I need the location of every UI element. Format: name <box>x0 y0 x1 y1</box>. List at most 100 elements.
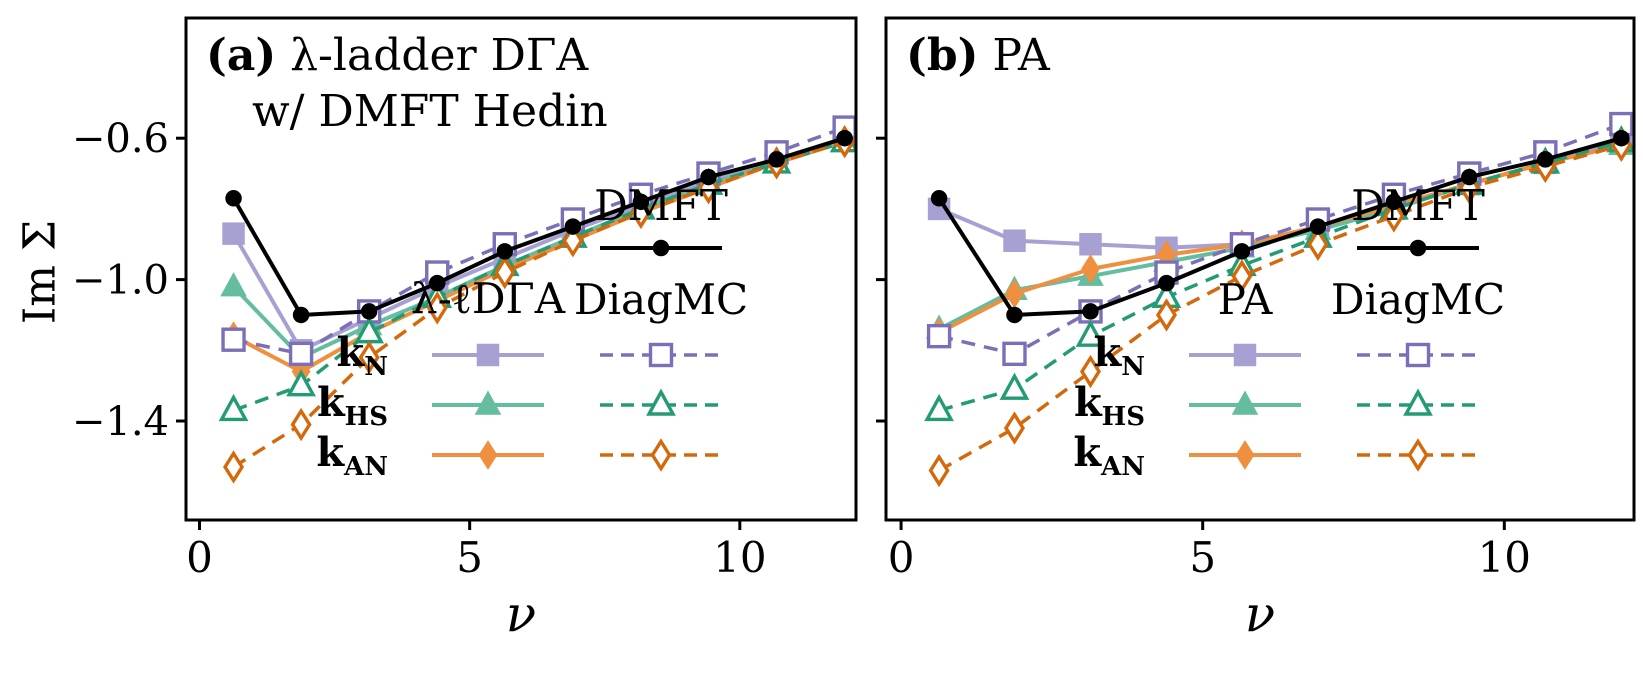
panel-a-series <box>218 115 857 484</box>
marker-kAN-diagmc <box>1079 354 1101 389</box>
marker-kAN-diagmc <box>928 453 950 488</box>
marker-dmft <box>360 303 378 320</box>
legend-row-kHS-label-a: kHS <box>316 378 388 432</box>
marker-kAN-diagmc <box>697 170 720 205</box>
marker-kAN-diagmc <box>1231 259 1253 293</box>
series-line-kAN-diagmc <box>232 140 846 469</box>
x-axis-label-b: ν <box>1244 585 1276 643</box>
marker-kAN-diagmc <box>426 291 448 325</box>
marker-dmft <box>1006 306 1023 324</box>
kN-dashed-sample-icon <box>600 342 722 368</box>
panel-b-title: (b) PA <box>906 28 1050 84</box>
marker-dmft <box>1409 239 1427 257</box>
legend-panel-b: DMFT PA DiagMC kN kHS kAN <box>1053 180 1507 482</box>
marker-kAN-solid <box>1235 440 1255 470</box>
dmft-line-sample-icon <box>600 239 722 257</box>
marker-kHS-solid <box>474 390 502 415</box>
marker-dmft <box>1537 151 1554 168</box>
kN-solid-sample-icon <box>432 343 544 367</box>
legend-dmft-sample-b <box>1329 228 1507 268</box>
marker-kHS-diagmc <box>1403 388 1433 416</box>
marker-dmft <box>768 151 785 168</box>
marker-kN-solid <box>476 343 500 367</box>
marker-kAN-diagmc <box>1003 411 1025 445</box>
legend-row-kAN-label-a: kAN <box>316 428 388 482</box>
marker-kAN-diagmc <box>1155 298 1178 332</box>
marker-kN-diagmc <box>221 327 246 352</box>
series-line-kAN-solid <box>938 143 1622 335</box>
panel-a-title-line1: (a) λ-ladder DΓA <box>206 30 589 81</box>
panel-b-label: (b) <box>906 30 979 81</box>
dmft-line-sample-icon <box>1357 239 1479 257</box>
marker-dmft <box>1233 243 1251 260</box>
y-tick-label: −0.6 <box>72 116 169 162</box>
y-tick-label: −1.0 <box>72 258 169 304</box>
series-line-kAN-diagmc <box>938 143 1622 473</box>
panel-a-title: (a) λ-ladder DΓA w/ DMFT Hedin <box>206 28 608 140</box>
x-tick-label: 5 <box>1189 533 1216 582</box>
legend-row-kN-label-b: kN <box>1093 328 1145 382</box>
panel-frame <box>184 16 858 522</box>
x-tick-label: 0 <box>888 533 915 582</box>
marker-kN-diagmc <box>1002 341 1027 367</box>
marker-dmft <box>632 193 650 211</box>
marker-dmft <box>429 274 446 292</box>
marker-kN-solid <box>1003 229 1026 252</box>
series-line-kN-diagmc <box>938 122 1622 356</box>
legend-dmft-sample-a <box>572 228 750 268</box>
marker-kN-diagmc <box>288 341 314 367</box>
x-tick-label: 0 <box>186 533 213 582</box>
marker-dmft <box>652 239 670 257</box>
marker-kHS-diagmc <box>1075 319 1106 347</box>
marker-kN-solid <box>222 222 245 245</box>
series-line-dmft <box>231 136 846 317</box>
kN-dashed-sample-icon <box>1357 342 1479 368</box>
series-line-kHS-diagmc <box>938 140 1622 413</box>
marker-dmft <box>1385 193 1403 211</box>
legend-row-kN-label-a: kN <box>336 328 388 382</box>
marker-kN-diagmc <box>648 342 674 368</box>
marker-dmft <box>1158 274 1175 292</box>
marker-dmft <box>1082 303 1099 320</box>
series-line-dmft <box>937 136 1622 317</box>
marker-dmft <box>496 243 514 260</box>
marker-kN-diagmc <box>926 323 952 349</box>
panel-a-title-line2: w/ DMFT Hedin <box>252 86 608 137</box>
marker-dmft <box>930 190 948 207</box>
series-line-kHS-diagmc <box>232 140 846 413</box>
series-line-kN-diagmc <box>233 125 846 356</box>
marker-dmft <box>700 168 717 186</box>
marker-kHS-diagmc <box>999 372 1030 400</box>
kHS-dashed-sample-icon <box>1357 388 1479 416</box>
panel-b-series <box>924 111 1635 488</box>
marker-kAN-diagmc <box>562 224 584 258</box>
kN-solid-sample-icon <box>1189 343 1301 367</box>
marker-kAN-diagmc <box>290 407 312 442</box>
marker-kAN-diagmc <box>650 438 672 472</box>
marker-kHS-diagmc <box>218 393 249 422</box>
legend-panel-a: DMFT λ-ℓDΓA DiagMC kN kHS kAN <box>296 181 750 482</box>
x-tick-label: 5 <box>456 533 483 582</box>
marker-kAN-diagmc <box>1307 227 1329 261</box>
marker-kN-solid <box>1233 343 1257 367</box>
legend-diagmc-header-b: DiagMC <box>1330 274 1506 324</box>
legend-dmft-label-b: DMFT <box>1351 180 1485 230</box>
legend-row-kHS-label-b: kHS <box>1073 378 1145 432</box>
x-tick-label: 10 <box>1478 533 1531 582</box>
marker-dmft <box>1309 218 1327 235</box>
marker-kAN-diagmc <box>1383 199 1405 233</box>
marker-kAN-diagmc <box>1407 438 1429 472</box>
panel-b-title-line1: (b) PA <box>906 30 1050 81</box>
marker-kAN-diagmc <box>358 340 380 375</box>
marker-dmft <box>1613 129 1630 147</box>
legend-diagmc-header-a: DiagMC <box>573 274 749 324</box>
kAN-dashed-sample-icon <box>1357 438 1479 472</box>
marker-kHS-solid <box>1231 390 1259 415</box>
panel-a-label: (a) <box>206 30 277 81</box>
marker-dmft <box>1461 168 1478 186</box>
kAN-solid-sample-icon <box>432 440 544 470</box>
y-axis-label: Im Σ <box>14 219 66 325</box>
legend-method-header-a: λ-ℓDΓA <box>410 274 566 323</box>
marker-kN-diagmc <box>1405 342 1431 368</box>
